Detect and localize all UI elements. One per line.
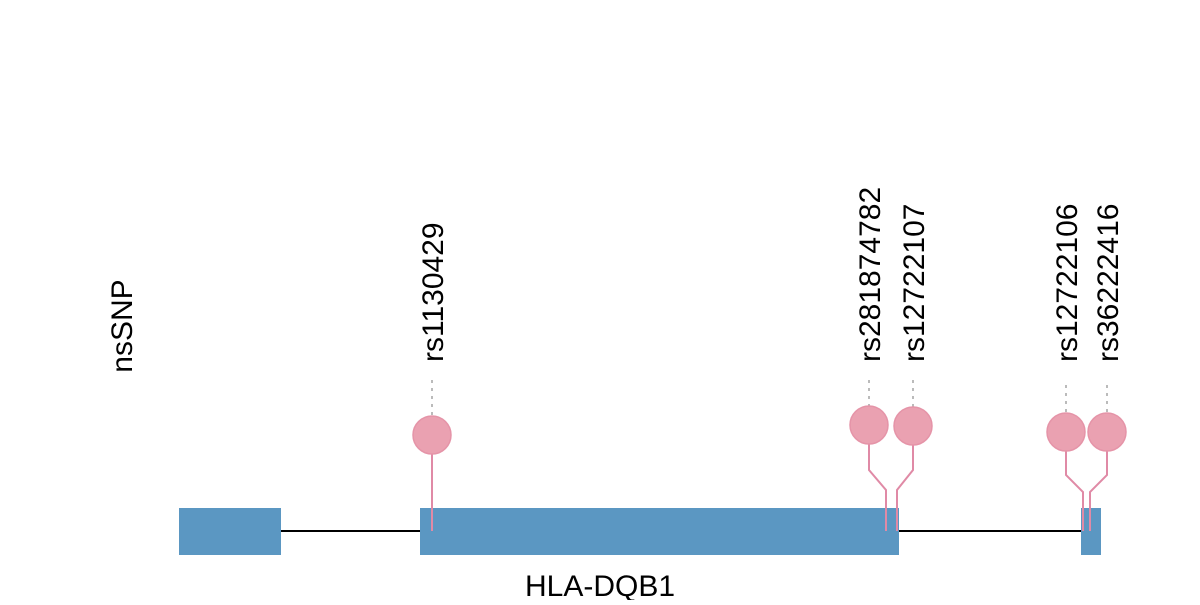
snp-head: [893, 406, 933, 446]
snp: rs1130429: [412, 222, 452, 531]
exon: [179, 508, 281, 555]
track-label: nsSNP: [106, 279, 139, 372]
snp-head: [1046, 412, 1086, 452]
exon: [420, 508, 899, 555]
snp-label: rs12722107: [898, 204, 931, 362]
exon: [1081, 508, 1101, 555]
snp-label: rs36222416: [1092, 204, 1125, 362]
snp-label: rs281874782: [854, 187, 887, 362]
gene-name: HLA-DQB1: [525, 570, 675, 600]
stem: [896, 445, 914, 531]
snp: rs36222416: [1087, 204, 1127, 531]
snp-label: rs12722106: [1051, 204, 1084, 362]
stem: [1065, 451, 1084, 531]
snp-head: [1087, 412, 1127, 452]
snp: rs12722106: [1046, 204, 1086, 531]
snp: rs12722107: [893, 204, 933, 531]
stem: [1089, 451, 1108, 531]
snp-head: [849, 405, 889, 445]
snp-label: rs1130429: [417, 222, 450, 362]
snp: rs281874782: [849, 187, 889, 531]
stem: [868, 444, 887, 531]
snp-head: [412, 415, 452, 455]
